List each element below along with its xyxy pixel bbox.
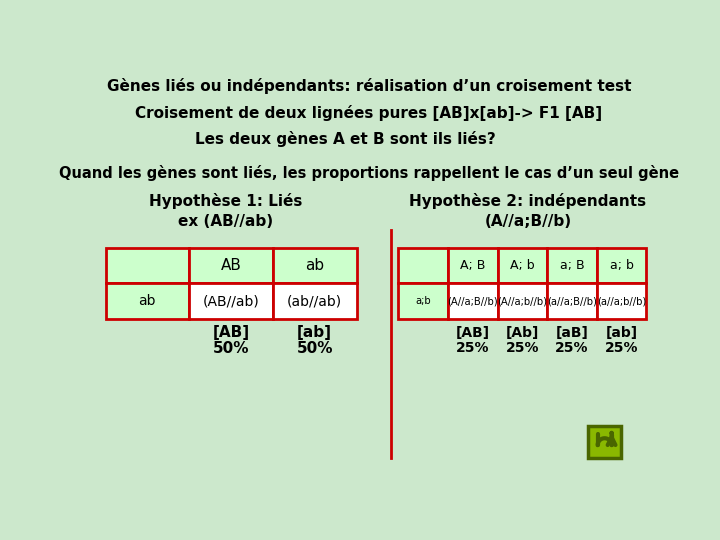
Text: A; B: A; B: [460, 259, 485, 272]
Text: 50%: 50%: [297, 341, 333, 356]
Bar: [106, 284, 189, 319]
Text: [aB]: [aB]: [556, 326, 588, 340]
Text: 25%: 25%: [456, 341, 490, 355]
Bar: [498, 284, 547, 319]
Text: 25%: 25%: [605, 341, 639, 355]
Text: a; B: a; B: [559, 259, 585, 272]
Text: (a//a;B//b): (a//a;B//b): [547, 296, 597, 306]
Text: (a//a;b//b): (a//a;b//b): [597, 296, 647, 306]
Bar: [588, 426, 621, 458]
Bar: [547, 248, 597, 284]
Text: AB: AB: [220, 258, 241, 273]
Text: [AB]: [AB]: [212, 325, 250, 340]
Text: Hypothèse 2: indépendants
(A//a;B//b): Hypothèse 2: indépendants (A//a;B//b): [409, 193, 647, 229]
Text: (A//a;b//b): (A//a;b//b): [498, 296, 547, 306]
Text: [Ab]: [Ab]: [505, 326, 539, 340]
Bar: [189, 248, 273, 284]
Bar: [547, 284, 597, 319]
Text: [ab]: [ab]: [606, 326, 638, 340]
Bar: [273, 284, 356, 319]
Text: Quand les gènes sont liés, les proportions rappellent le cas d’un seul gène: Quand les gènes sont liés, les proportio…: [59, 165, 679, 180]
Text: a;b: a;b: [415, 296, 431, 306]
Bar: [498, 248, 547, 284]
Bar: [448, 248, 498, 284]
Text: Les deux gènes A et B sont ils liés?: Les deux gènes A et B sont ils liés?: [195, 131, 496, 147]
Text: 50%: 50%: [213, 341, 249, 356]
Text: Croisement de deux lignées pures [AB]x[ab]-> F1 [AB]: Croisement de deux lignées pures [AB]x[a…: [135, 105, 603, 120]
Text: ab: ab: [305, 258, 324, 273]
Text: (ab//ab): (ab//ab): [287, 294, 342, 308]
Text: [AB]: [AB]: [456, 326, 490, 340]
Text: ab: ab: [138, 294, 156, 308]
Text: (A//a;B//b): (A//a;B//b): [448, 296, 498, 306]
Text: Gènes liés ou indépendants: réalisation d’un croisement test: Gènes liés ou indépendants: réalisation …: [107, 78, 631, 94]
Text: Hypothèse 1: Liés
ex (AB//ab): Hypothèse 1: Liés ex (AB//ab): [149, 193, 302, 229]
Bar: [398, 284, 448, 319]
Text: A; b: A; b: [510, 259, 535, 272]
Bar: [597, 248, 647, 284]
Text: (AB//ab): (AB//ab): [202, 294, 259, 308]
Bar: [189, 284, 273, 319]
Text: 25%: 25%: [505, 341, 539, 355]
Text: a; b: a; b: [610, 259, 634, 272]
Text: 25%: 25%: [555, 341, 589, 355]
Bar: [273, 248, 356, 284]
Bar: [448, 284, 498, 319]
Text: [ab]: [ab]: [297, 325, 332, 340]
Bar: [597, 284, 647, 319]
Bar: [106, 248, 189, 284]
Bar: [398, 248, 448, 284]
